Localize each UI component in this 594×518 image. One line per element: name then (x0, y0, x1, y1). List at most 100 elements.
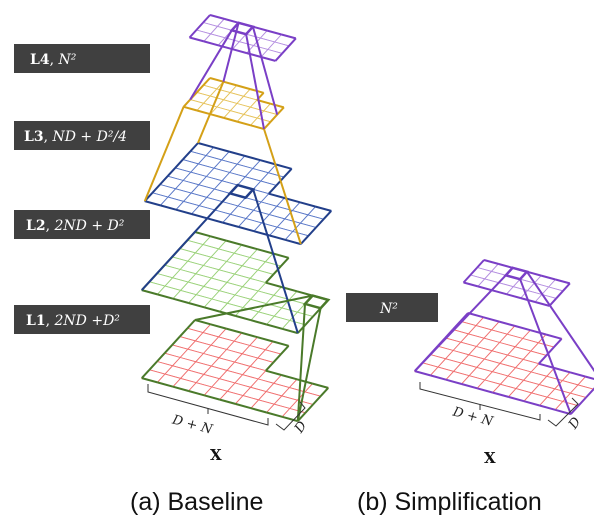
input-edge (280, 345, 290, 355)
l2-edge (322, 210, 332, 220)
l4-edge (260, 56, 276, 62)
l3-edge (210, 113, 225, 119)
receptive-field-lines (141, 21, 331, 422)
simp-top-edge (548, 297, 557, 307)
simp-input-edge (445, 378, 462, 385)
l1-edge (172, 297, 189, 304)
simplification-stack (413, 259, 594, 416)
simp-input-edge (430, 374, 447, 381)
input-edge (172, 385, 189, 392)
l2-edge (189, 142, 199, 152)
l3-edge (209, 77, 224, 83)
simp-plane-top (462, 259, 571, 307)
label-simplification: N² (346, 293, 438, 322)
l2-edge (182, 150, 192, 161)
simp-input-edge (459, 312, 469, 322)
l1-edge (210, 235, 227, 242)
l1-edge (203, 306, 221, 313)
l1-edge (266, 323, 283, 330)
l4-edge (281, 33, 297, 40)
simp-input-edge (554, 367, 571, 374)
input-edge (225, 327, 243, 334)
l4-edge (288, 37, 297, 47)
l2-edge (175, 208, 192, 215)
l1-edge (272, 265, 282, 276)
simp-top-edge (506, 293, 522, 300)
simp-input-edge (492, 391, 509, 398)
label-l2-name: L2 (26, 218, 46, 234)
simp-input-edge (483, 316, 500, 323)
input-edge (272, 353, 282, 364)
simp-input-edge (553, 338, 563, 348)
baseline-stack (140, 14, 333, 423)
l1-edge (296, 290, 313, 297)
simp-input-edge (538, 362, 555, 369)
l2-edge (174, 158, 184, 169)
input-edge (265, 369, 282, 376)
l3-edge (183, 105, 198, 112)
l1-edge (265, 273, 275, 284)
l2-edge (206, 217, 224, 224)
label-l2-expr: 2ND + D² (54, 218, 125, 234)
input-edge (186, 319, 196, 329)
simp-receptive-field-lines (414, 266, 594, 415)
simp-input-edge (539, 404, 556, 411)
l2-edge (222, 221, 239, 228)
simp-top-edge (483, 259, 499, 265)
input-edge (250, 407, 267, 414)
simp-input-edge (570, 405, 580, 415)
label-l4: L4, N² (14, 44, 150, 73)
l3-edge (269, 113, 278, 123)
input-edge (257, 336, 274, 343)
l3-edge (250, 124, 265, 130)
l1-edge (272, 252, 289, 259)
simp-top-edge (491, 289, 507, 296)
l3-edge (182, 98, 191, 108)
label-l3-expr: ND + D²/4 (52, 129, 128, 145)
l1-in-line (296, 308, 322, 422)
input-edge (281, 415, 299, 423)
l2-edge (315, 218, 325, 229)
l1-edge (241, 243, 258, 251)
simp-input-edge (585, 375, 594, 380)
input-edge (141, 369, 151, 379)
input-edge (179, 327, 189, 338)
plane-l2 (143, 142, 333, 246)
simp-input-edge (585, 388, 594, 399)
simp-input-label: X (484, 449, 496, 467)
simp-input-edge (569, 371, 586, 378)
svg-text:L4, N²: L4, N² (30, 52, 77, 68)
input-edge (203, 394, 221, 401)
l2-edge (268, 192, 285, 199)
l2-edge (299, 201, 316, 208)
input-edge (219, 398, 236, 405)
label-l1: L1, 2ND +D² (14, 305, 150, 334)
baseline-caption: (a) Baseline (130, 488, 263, 516)
label-l4-expr: N² (58, 52, 77, 68)
l2-edge (166, 167, 176, 177)
l3-edge (276, 106, 285, 116)
l4-edge (281, 45, 290, 55)
simp-input-edge (508, 395, 525, 403)
simp-top-edge (477, 285, 493, 292)
l2-edge (244, 154, 261, 162)
input-edge (188, 390, 205, 397)
svg-text:L1, 2ND +D²: L1, 2ND +D² (26, 313, 120, 329)
l1-edge (281, 327, 299, 335)
l4-l3-line (189, 29, 233, 101)
simp-line (414, 274, 507, 372)
l4-edge (217, 44, 233, 51)
simp-top-edge (462, 274, 472, 284)
label-l4-name: L4 (30, 52, 50, 68)
l1-in-line (194, 294, 313, 321)
simp-top-edge (476, 259, 485, 269)
simp-input-edge (523, 400, 540, 407)
l2-edge (300, 235, 310, 245)
input-edge (272, 340, 289, 347)
l2-edge (315, 205, 332, 212)
input-edge (194, 319, 211, 326)
simp-input-edge (498, 320, 516, 327)
input-edge (319, 387, 329, 397)
l1-edge (194, 231, 211, 238)
